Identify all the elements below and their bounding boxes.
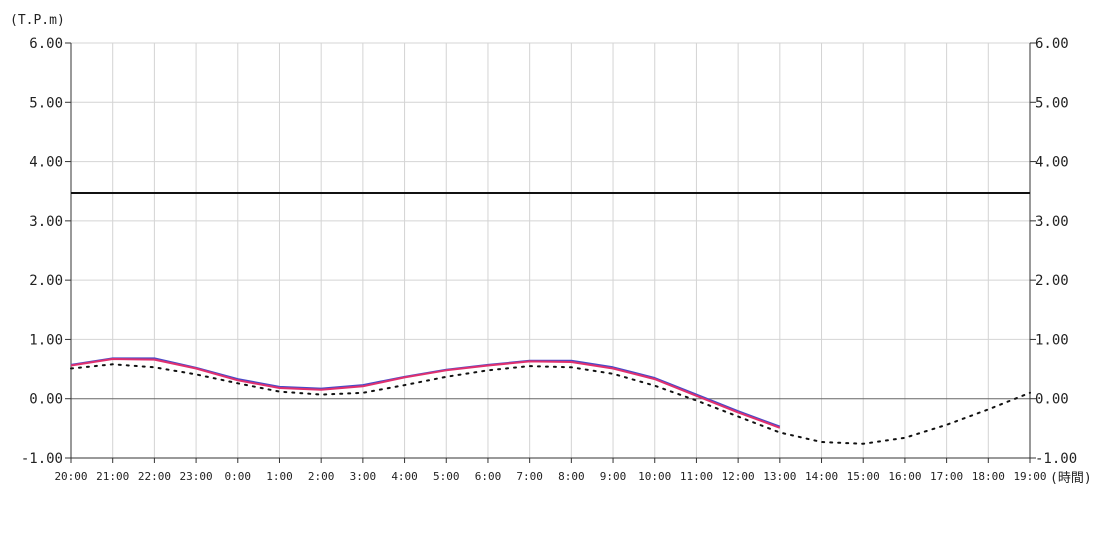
series-line-3 — [70, 363, 1031, 445]
y-tick-labels: 6.00 6.00 5.00 5.00 4.00 4.00 3.00 3.00 2.00 2.00… — [21, 36, 1077, 467]
x-unit-label: (時間) — [1050, 471, 1092, 486]
y-tick-label-right: 6.00 — [1035, 36, 1069, 52]
series-group — [70, 357, 1031, 445]
x-tick-label: 21:00 — [96, 470, 129, 483]
x-tick-label: 3:00 — [350, 470, 377, 483]
x-tick-label: 7:00 — [516, 470, 543, 483]
y-tick-label-left: 6.00 — [29, 36, 63, 52]
y-tick-label-left: 0.00 — [29, 392, 63, 408]
y-tick-label-left: 1.00 — [29, 332, 63, 348]
y-unit-label: (T.P.m) — [10, 13, 65, 28]
chart-grid — [70, 42, 1031, 459]
x-tick-label: 22:00 — [138, 470, 171, 483]
y-tick-label-right: 0.00 — [1035, 392, 1069, 408]
y-tick-label-right: -1.00 — [1035, 451, 1077, 467]
y-tick-label-left: 4.00 — [29, 155, 63, 171]
y-tick-label-right: 4.00 — [1035, 155, 1069, 171]
x-tick-label: 20:00 — [54, 470, 87, 483]
x-tick-label: 13:00 — [763, 470, 796, 483]
x-tick-label: 1:00 — [266, 470, 293, 483]
x-tick-label: 17:00 — [930, 470, 963, 483]
y-tick-label-right: 2.00 — [1035, 273, 1069, 289]
chart-axes — [65, 42, 1036, 463]
x-tick-label: 23:00 — [180, 470, 213, 483]
x-tick-label: 11:00 — [680, 470, 713, 483]
x-tick-labels: 20:00 21:00 22:00 23:00 0:00 1:00 2:00 3:00 4:00… — [54, 470, 1046, 483]
series-line-2 — [70, 358, 781, 429]
y-tick-label-right: 1.00 — [1035, 332, 1069, 348]
x-tick-label: 0:00 — [225, 470, 252, 483]
x-tick-label: 2:00 — [308, 470, 335, 483]
x-tick-label: 19:00 — [1013, 470, 1046, 483]
y-tick-label-right: 3.00 — [1035, 214, 1069, 230]
x-tick-label: 12:00 — [722, 470, 755, 483]
y-tick-label-right: 5.00 — [1035, 95, 1069, 111]
x-tick-label: 5:00 — [433, 470, 460, 483]
y-tick-label-left: 2.00 — [29, 273, 63, 289]
x-tick-label: 9:00 — [600, 470, 627, 483]
x-tick-label: 8:00 — [558, 470, 585, 483]
x-tick-label: 16:00 — [888, 470, 921, 483]
x-tick-label: 15:00 — [847, 470, 880, 483]
x-tick-label: 14:00 — [805, 470, 838, 483]
x-tick-label: 10:00 — [638, 470, 671, 483]
y-tick-label-left: 5.00 — [29, 95, 63, 111]
y-tick-label-left: 3.00 — [29, 214, 63, 230]
x-tick-label: 4:00 — [391, 470, 418, 483]
y-tick-label-left: -1.00 — [21, 451, 63, 467]
x-tick-label: 18:00 — [972, 470, 1005, 483]
x-tick-label: 6:00 — [475, 470, 502, 483]
